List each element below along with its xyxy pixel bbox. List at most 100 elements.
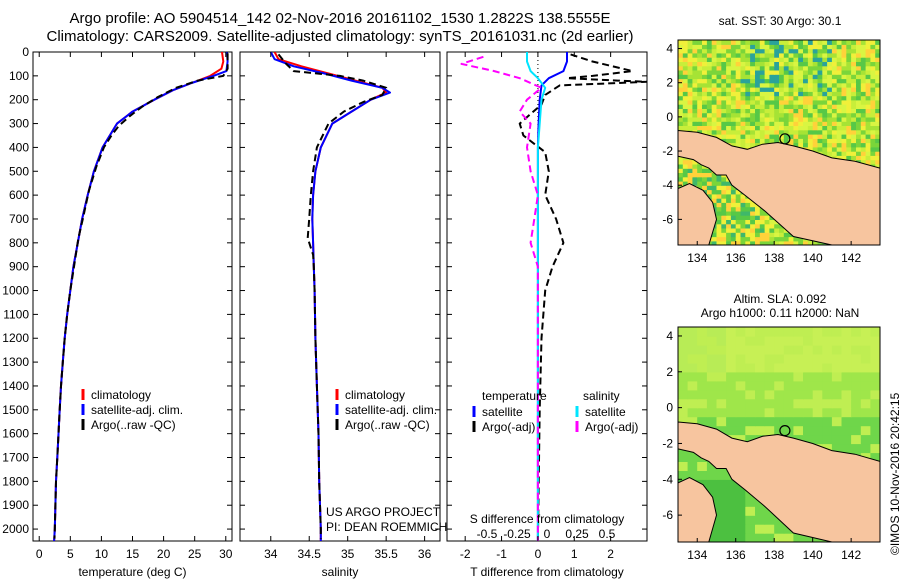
sla-map-cell [812,327,823,337]
sst-map-cell [827,78,833,84]
sst-map-cell [774,236,780,242]
sst-map-cell [716,44,722,50]
sst-map-cell [678,163,684,169]
sst-map-cell [750,95,756,101]
difference-xtick-label: 1 [571,547,578,561]
sla-map-cell [831,380,843,391]
sst-map-cell [793,82,799,88]
sla-map-cell [687,371,698,382]
sla-map-cell [870,425,880,436]
sla-map-cell [726,506,737,516]
sst-map-cell [740,210,746,216]
sla-map-cell [841,362,852,373]
sst-map-cell [822,82,828,88]
difference-axes-frame [446,51,648,542]
sst-map-cell [817,61,823,67]
sst-map-cell [764,99,770,105]
sst-map-ytick-label: -4 [662,178,673,192]
depth-tick-label: 400 [9,140,29,154]
sst-map-cell [807,108,814,114]
sst-map-cell [759,232,766,238]
sst-map-cell [822,142,828,148]
depth-tick-label: 1100 [3,307,29,321]
sst-map-cell [807,142,814,148]
sst-map-cell [779,121,785,126]
sst-map-cell [759,65,766,71]
sst-map-cell [812,138,819,144]
sst-map-cell [678,180,684,186]
sst-map-cell [798,57,804,62]
sst-map-cell [793,57,799,62]
sst-map-cell [769,104,775,109]
sst-map-cell [836,151,843,156]
sla-map-cell [735,380,746,391]
sst-map-cell [788,236,794,242]
sla-map-cell [841,389,852,400]
sst-map-cell [817,52,823,58]
sst-map-cell [803,116,809,122]
sst-map-cell [735,95,742,101]
sst-map-cell [687,121,693,126]
sst-map-cell [687,125,693,131]
sla-map-cell [697,416,708,427]
sst-map-cell [846,138,852,144]
sst-map-cell [716,95,722,101]
sst-map-cell [745,69,751,75]
sst-map-cell [841,155,847,161]
sst-map-cell [769,48,775,54]
sst-map-cell [846,129,852,135]
sst-map-cell [856,57,862,62]
sla-map-cell [851,344,862,355]
sst-map-cell [740,99,746,105]
sst-map-cell [769,44,775,50]
sst-map-cell [682,95,689,101]
sst-map-cell [721,176,727,182]
sst-map-cell [692,65,698,71]
sst-map-cell [851,138,857,144]
sla-map-cell [783,389,794,400]
sst-map-cell [807,65,814,71]
sst-map-cell [875,108,880,114]
sst-map-cell [779,104,785,109]
sst-map-ytick-label: 0 [666,110,673,124]
temperature-xtick-label: 20 [157,547,171,561]
sst-map-cell [812,121,819,126]
sst-map-cell [721,44,727,50]
sst-map-cell [822,121,828,126]
sst-map-cell [803,125,809,131]
sst-map-cell [735,91,742,97]
sst-map-cell [678,112,684,118]
sst-map-cell [730,65,737,71]
sst-map-cell [774,134,780,139]
sst-map-cell [755,236,761,242]
sla-map-xtick-label: 138 [764,548,784,562]
sla-map-cell [841,327,852,337]
salinity-xtick-label: 36 [418,547,432,561]
sla-map-cell [860,434,871,445]
sst-map-cell [716,99,722,105]
sst-map-cell [706,40,713,45]
sst-map-cell [807,91,814,97]
sst-map-cell [851,40,857,45]
sla-map-cell [851,389,862,400]
sst-map-cell [745,104,751,109]
sla-map-cell [870,416,880,427]
sst-map-cell [870,57,876,62]
sst-map-cell [875,48,880,54]
sst-map-cell [764,57,770,62]
sst-map-cell [827,151,833,156]
sst-map-cell [692,74,698,80]
sst-map-cell [875,112,880,118]
sst-map-cell [721,57,727,62]
sst-map-cell [750,125,756,131]
difference-xtick-label: 0 [535,547,542,561]
sst-map-cell [730,227,737,233]
sst-map-cell [841,146,847,152]
sst-map-cell [726,95,732,101]
sst-map-cell [851,121,857,126]
sst-map-title: sat. SST: 30 Argo: 30.1 [718,14,842,28]
sst-map-cell [755,74,761,80]
sst-map-cell [764,95,770,101]
sst-map-cell [779,108,785,114]
sst-map-cell [687,91,693,97]
